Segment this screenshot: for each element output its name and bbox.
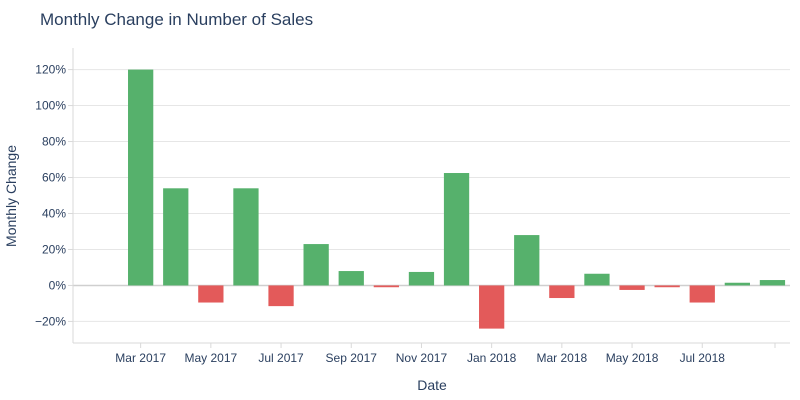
bar-oct-2017 — [373, 285, 399, 288]
y-axis-ticks: −20% 0% 20% 40% 60% 80% 100% 120% — [35, 63, 73, 328]
bar-nov-2017 — [408, 271, 435, 286]
bar-jun-2018 — [654, 285, 680, 288]
x-tick-label: Sep 2017 — [326, 351, 378, 365]
bar-jan-2018 — [479, 285, 505, 329]
bar-mar-2017 — [128, 69, 154, 286]
y-tick-label: 100% — [35, 99, 66, 113]
bar-may-2017 — [198, 285, 224, 303]
x-tick-label: May 2017 — [184, 351, 237, 365]
bar-dec-2017 — [443, 173, 470, 286]
gridlines — [73, 69, 790, 322]
bar-may-2018 — [619, 285, 645, 290]
x-tick-label: Jan 2018 — [467, 351, 517, 365]
bar-sep-2017 — [338, 271, 364, 286]
y-tick-label: 120% — [35, 63, 66, 77]
x-axis-ticks: Mar 2017 May 2017 Jul 2017 Sep 2017 Nov 2017… — [115, 343, 776, 365]
bar-jun-2017 — [233, 188, 259, 286]
x-axis-label: Date — [417, 377, 447, 393]
bar-feb-2018 — [514, 235, 540, 286]
x-tick-label: Jul 2018 — [680, 351, 726, 365]
y-tick-label: −20% — [35, 314, 66, 328]
bar-jul-2018 — [689, 285, 715, 303]
y-tick-label: 0% — [49, 278, 67, 292]
y-tick-label: 60% — [42, 171, 66, 185]
x-tick-label: Mar 2018 — [536, 351, 587, 365]
chart-title: Monthly Change in Number of Sales — [40, 10, 313, 29]
bar-apr-2017 — [163, 188, 189, 286]
y-tick-label: 80% — [42, 135, 66, 149]
y-tick-label: 40% — [42, 206, 66, 220]
bar-jul-2017 — [268, 285, 294, 307]
bar-apr-2018 — [584, 273, 610, 286]
y-tick-label: 20% — [42, 242, 66, 256]
y-axis-label: Monthly Change — [3, 145, 19, 247]
bar-mar-2018 — [549, 285, 575, 299]
bars — [128, 69, 786, 329]
x-tick-label: May 2018 — [606, 351, 659, 365]
bar-sep-2018 — [759, 280, 786, 286]
x-tick-label: Mar 2017 — [115, 351, 166, 365]
x-tick-label: Jul 2017 — [258, 351, 304, 365]
bar-aug-2018 — [724, 282, 750, 286]
bar-aug-2017 — [303, 244, 329, 286]
x-tick-label: Nov 2017 — [396, 351, 448, 365]
